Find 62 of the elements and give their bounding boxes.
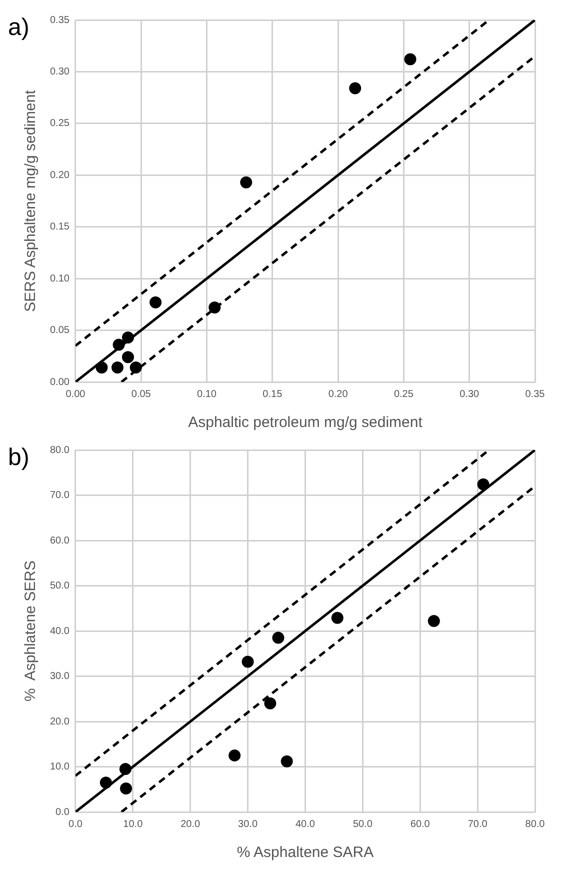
point [228,749,241,762]
x-tick-label: 40.0 [295,818,316,830]
y-tick-label: 0.25 [50,118,70,130]
point [122,351,134,364]
x-tick-label: 60.0 [410,818,430,830]
x-axis-title: % Asphaltene SARA [236,844,374,862]
y-tick-label: 40.0 [50,626,70,637]
point [264,697,276,710]
point [112,338,125,351]
y-tick-label: 0.05 [50,325,70,336]
point [404,53,416,66]
y-tick-label: 0.30 [50,66,70,78]
y-axis-title: % Asphlatene SERS [22,560,40,702]
chart-title: a) [8,14,30,42]
point [428,615,440,628]
y-tick-label: 10.0 [50,762,70,772]
y-tick-label: 80.0 [50,444,70,456]
x-tick-label: 70.0 [468,818,488,830]
y-tick-label: 60.0 [50,535,70,546]
x-tick-label: 10.0 [123,818,144,830]
y-tick-label: 20.0 [50,716,70,728]
point [100,776,112,789]
x-tick-label: 50.0 [352,818,373,830]
y-tick-label: 0.35 [50,14,70,26]
point [122,332,134,344]
y-tick-label: 0.0 [56,806,70,818]
point [111,362,124,374]
point [130,362,142,374]
point [150,296,162,308]
x-tick-label: 0.30 [460,388,480,400]
y-axis-title: SERS Asphaltene mg/g sediment [22,89,40,312]
point [477,478,490,490]
point [272,632,284,644]
x-tick-label: 0.20 [328,388,348,400]
y-tick-label: 0.20 [50,170,70,181]
x-axis-title: Asphaltic petroleum mg/g sediment [188,414,424,432]
x-tick-label: 0.25 [394,388,414,400]
y-tick-label: 50.0 [50,580,70,592]
x-tick-label: 30.0 [238,818,258,830]
y-tick-label: 0.00 [50,376,70,388]
y-tick-label: 0.15 [50,222,70,233]
x-tick-label: 80.0 [525,818,546,830]
point [96,362,108,374]
x-tick-label: 20.0 [180,818,201,830]
chart-title: b) [8,444,30,472]
point [119,763,132,776]
y-tick-label: 30.0 [50,671,70,682]
y-tick-label: 0.10 [50,273,70,284]
point [208,302,221,314]
x-tick-label: 0.15 [262,388,283,400]
x-tick-label: 0.0 [68,818,83,830]
x-tick-label: 0.00 [66,388,86,400]
x-tick-label: 0.05 [131,388,152,400]
y-tick-label: 70.0 [50,490,70,501]
x-tick-label: 0.10 [197,388,217,400]
x-tick-label: 0.35 [525,388,546,400]
point [120,782,132,794]
point [349,82,362,94]
point [331,612,344,624]
point [280,755,293,768]
point [242,656,254,668]
point [240,176,252,188]
